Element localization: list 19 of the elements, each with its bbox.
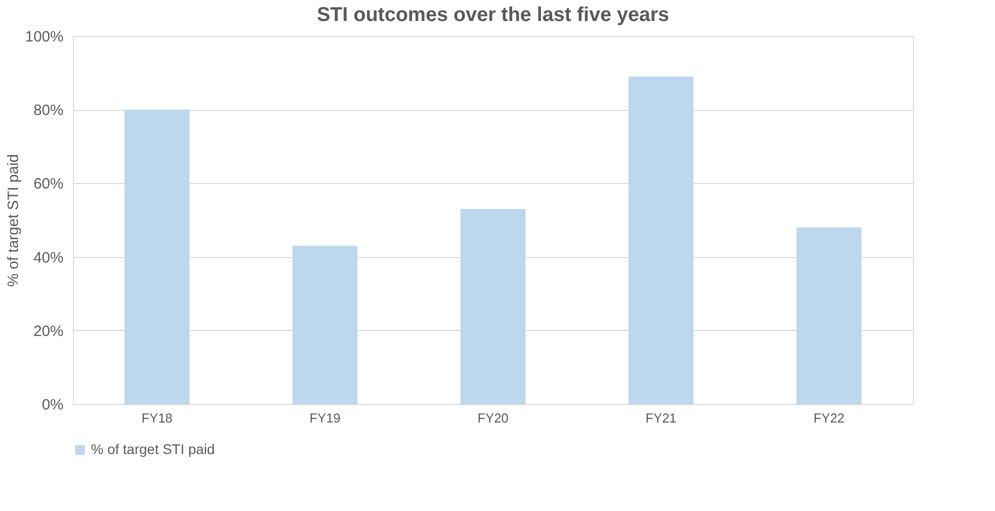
x-tick-label: FY20 (477, 410, 509, 426)
y-tick-label: 100% (25, 28, 64, 46)
y-tick-label: 60% (33, 176, 64, 193)
y-tick-label: 80% (33, 102, 64, 120)
y-tick-label: 0% (42, 396, 64, 414)
bar (292, 246, 358, 404)
bar (628, 76, 694, 404)
y-tick-label: 20% (33, 322, 64, 340)
legend-label: % of target STI paid (91, 441, 215, 457)
bar (796, 227, 862, 404)
x-tick-label: FY21 (645, 410, 677, 426)
x-tick-label: FY22 (813, 410, 845, 426)
bar (460, 208, 526, 404)
y-tick-label: 40% (33, 249, 64, 266)
chart-title: STI outcomes over the last five years (316, 4, 670, 26)
y-axis-title: % of target STI paid (5, 154, 22, 287)
x-tick-label: FY18 (141, 410, 173, 426)
bar (124, 110, 190, 404)
x-tick-label: FY19 (309, 410, 341, 426)
